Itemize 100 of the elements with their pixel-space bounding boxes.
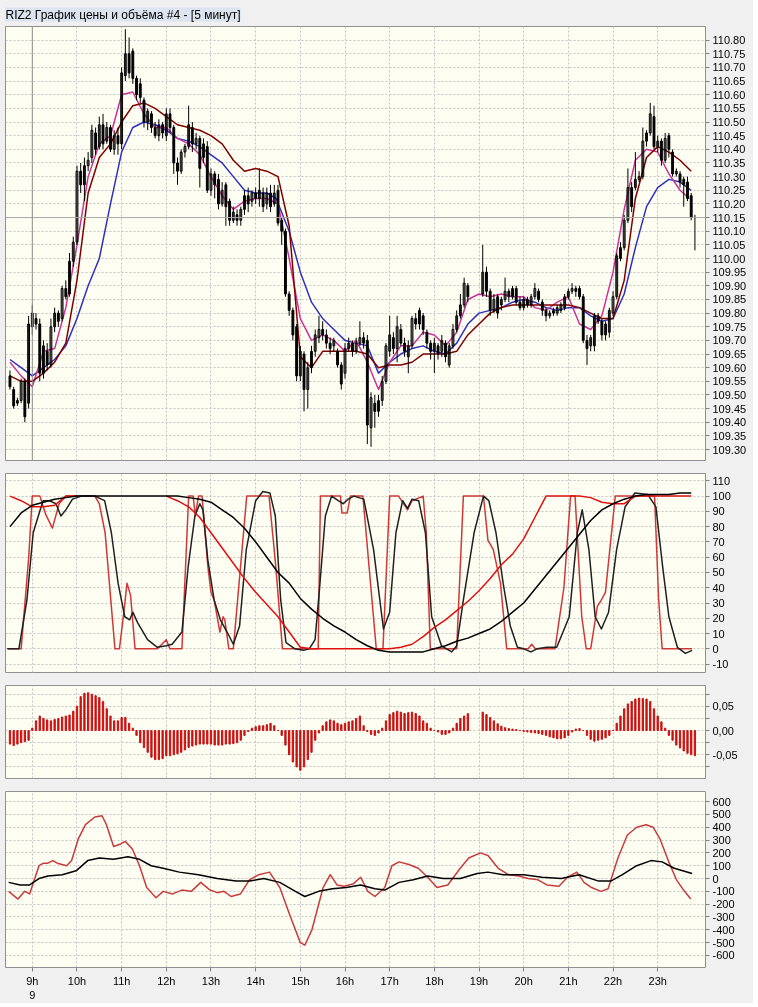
y-tick-label: 110.65 [712, 75, 746, 88]
candlestick [641, 126, 645, 180]
x-tick-label: 19h [469, 974, 489, 987]
y-tick-label: 110 [712, 474, 731, 487]
y-tick-label: 110.45 [712, 129, 746, 142]
candlestick [94, 126, 98, 156]
candlestick [440, 334, 444, 358]
candlestick [109, 124, 112, 153]
y-tick-label: 30 [712, 597, 725, 610]
chart-title: RIZ2 График цены и объёма #4 - [5 минут] [5, 7, 241, 22]
x-tick-label: 10h [67, 974, 87, 987]
y-tick-label: 300 [712, 834, 731, 847]
y-tick-label: 109.85 [712, 293, 747, 306]
y-tick-label: 109.50 [712, 388, 747, 401]
y-tick-label: 109.60 [712, 361, 747, 374]
x-tick-label: 9h 9 [26, 974, 39, 1001]
y-tick-label: 50 [712, 566, 725, 579]
y-tick-label: 90 [712, 505, 725, 518]
candlestick [481, 244, 485, 298]
x-tick-label: 11h [112, 974, 131, 987]
candlestick [492, 293, 496, 314]
y-tick-label: 400 [712, 821, 731, 834]
candlestick [324, 328, 328, 350]
y-tick-label: 40 [712, 581, 725, 594]
y-tick-label: 109.55 [712, 375, 747, 388]
candlestick [418, 307, 421, 330]
candlestick [246, 187, 250, 213]
y-tick-label: 110.80 [712, 34, 746, 47]
x-tick-label: 12h [157, 974, 176, 987]
y-tick-label: 110.30 [712, 170, 746, 183]
y-tick-label: 109.95 [712, 266, 747, 279]
y-tick-label: 109.40 [712, 416, 747, 429]
candlestick [570, 282, 574, 295]
candlestick [190, 121, 194, 153]
y-tick-label: 100 [712, 859, 731, 872]
candlestick [112, 129, 116, 156]
y-tick-label: 110.00 [712, 252, 746, 265]
y-tick-label: 109.75 [712, 320, 747, 333]
y-tick-label: 109.45 [712, 402, 747, 415]
y-tick-label: 109.70 [712, 334, 747, 347]
candlestick [321, 320, 325, 341]
line-series [7, 814, 692, 946]
candlestick [663, 132, 667, 164]
y-tick-label: -400 [712, 923, 735, 936]
y-tick-label: -500 [712, 936, 735, 949]
x-tick-label: 13h [201, 974, 221, 987]
y-tick-label: 110.05 [712, 238, 746, 251]
y-tick-label: 110.20 [712, 197, 746, 210]
y-tick-label: 110.70 [712, 61, 746, 74]
candlestick [101, 113, 105, 150]
line-series [7, 856, 693, 898]
y-tick-label: 0,00 [712, 724, 734, 737]
candlestick [328, 337, 332, 355]
y-tick-label: 500 [712, 808, 731, 821]
y-tick-label: 70 [712, 535, 725, 548]
y-tick-label: -10 [712, 658, 729, 671]
candlestick [179, 148, 183, 175]
x-tick-label: 14h [246, 974, 265, 987]
y-tick-label: 0 [712, 642, 719, 655]
x-tick-label: 20h [514, 974, 533, 987]
candlestick [395, 315, 399, 363]
y-tick-label: 110.60 [712, 88, 746, 101]
candlestick [261, 187, 265, 213]
candlestick [220, 181, 224, 208]
y-tick-label: -0,05 [712, 748, 738, 761]
y-tick-label: 10 [712, 627, 725, 640]
x-tick-label: 15h [291, 974, 310, 987]
y-tick-label: 110.10 [712, 225, 746, 238]
x-tick-label: 17h [380, 974, 399, 987]
y-tick-label: 110.25 [712, 184, 746, 197]
y-tick-label: 109.30 [712, 443, 747, 456]
candlestick [235, 208, 239, 227]
y-tick-label: -100 [712, 885, 735, 898]
candlestick [127, 36, 131, 79]
y-tick-label: 0,05 [712, 700, 734, 713]
y-tick-label: -200 [712, 898, 735, 911]
candlestick [444, 339, 447, 363]
candlestick [157, 118, 161, 142]
x-tick-label: 16h [335, 974, 355, 987]
y-tick-label: 60 [712, 551, 725, 564]
y-tick-label: 109.65 [712, 348, 747, 361]
candlestick [432, 337, 436, 374]
x-tick-label: 18h [425, 974, 444, 987]
y-tick-label: 0 [712, 872, 719, 885]
y-tick-label: 110.15 [712, 211, 746, 224]
y-tick-label: -600 [712, 949, 735, 962]
candlestick [269, 184, 272, 213]
x-tick-label: 22h [603, 974, 623, 987]
y-tick-label: 109.90 [712, 279, 747, 292]
y-tick-label: 110.35 [712, 156, 746, 169]
x-tick-label: 21h [559, 974, 578, 987]
y-tick-label: 109.35 [712, 429, 747, 442]
candlestick [224, 181, 228, 227]
candlestick [150, 110, 153, 134]
y-tick-label: -300 [712, 910, 735, 923]
y-tick-label: 110.50 [712, 116, 746, 129]
y-tick-label: 600 [712, 795, 731, 808]
y-tick-label: 200 [712, 846, 731, 859]
y-tick-label: 80 [712, 520, 725, 533]
candlestick [97, 116, 101, 150]
